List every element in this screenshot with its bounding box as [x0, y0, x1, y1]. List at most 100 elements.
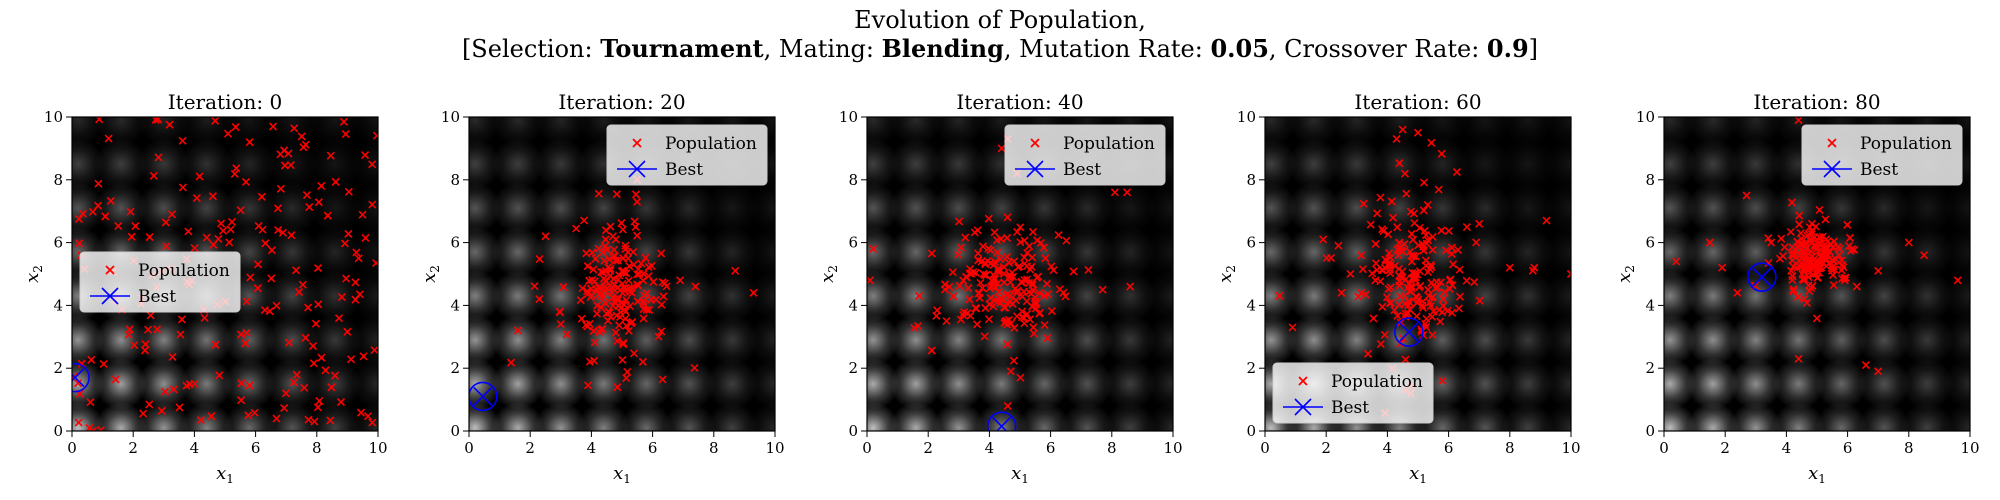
landscape-bump [1729, 138, 1782, 191]
population-point [1363, 349, 1373, 358]
population-point [869, 244, 878, 253]
landscape-bump [1502, 269, 1555, 322]
population-point [1829, 281, 1838, 290]
best-marker [72, 362, 90, 393]
landscape-bump [1061, 269, 1114, 322]
population-point [973, 226, 982, 235]
population-point [308, 341, 318, 351]
landscape-bump [137, 138, 190, 191]
population-point [1566, 269, 1571, 279]
landscape-bump [1944, 226, 1970, 279]
landscape-bump [1815, 313, 1868, 366]
population-point [986, 293, 995, 303]
population-point [618, 289, 627, 298]
population-point [160, 387, 170, 396]
x-tick-label: 4 [1383, 439, 1393, 457]
y-tick-label: 10 [441, 108, 460, 126]
population-point [691, 282, 700, 291]
population-point [1376, 277, 1385, 286]
population-point [146, 311, 155, 320]
population-point [1006, 278, 1015, 287]
x-axis-label: x1 [1409, 463, 1427, 486]
population-point [169, 385, 178, 394]
landscape-bump [706, 269, 759, 322]
population-point [1033, 236, 1042, 245]
population-point [977, 257, 986, 266]
landscape-bump [72, 138, 105, 191]
best-circle [986, 411, 1017, 431]
landscape-bump [1858, 357, 1911, 410]
population-point [1361, 290, 1370, 299]
landscape-bump [1330, 226, 1383, 279]
x-tick-label: 0 [862, 439, 872, 457]
population-point [657, 327, 666, 336]
best-cross [72, 368, 85, 388]
population-point [352, 248, 361, 257]
population-point [1388, 213, 1398, 222]
population-point [617, 218, 626, 228]
population-point [314, 198, 323, 207]
population-point [101, 212, 110, 221]
landscape-bump [491, 226, 544, 279]
mating-label: , Mating: [763, 35, 882, 63]
population-point [237, 379, 246, 388]
subplot-1: 0 2 4 6 8 10 0 2 4 6 8 10 Iteration: 20 x1 x2 Populatio… [419, 90, 785, 486]
population-point [615, 271, 624, 280]
population-point [1385, 265, 1394, 274]
population-point [267, 246, 277, 255]
population-point [1786, 227, 1795, 237]
landscape-bump [1686, 313, 1739, 366]
landscape-bump [1104, 401, 1157, 431]
landscape-bump [309, 226, 362, 279]
population-point [1395, 159, 1404, 168]
population-point [992, 236, 1002, 245]
landscape-bump [1459, 117, 1512, 147]
landscape-bump [889, 138, 942, 191]
landscape-bump [1416, 138, 1469, 191]
landscape-bump [491, 182, 544, 235]
population-point [111, 375, 120, 384]
population-point [305, 203, 314, 212]
legend-best-label: Best [1063, 160, 1101, 180]
population-point [559, 283, 568, 292]
legend-best-label: Best [1331, 398, 1369, 418]
landscape-bump [577, 357, 630, 410]
population-point [354, 254, 363, 263]
population-point [991, 283, 1000, 292]
population-point [965, 295, 974, 304]
population-point [1423, 236, 1432, 245]
landscape-bump [534, 401, 587, 431]
landscape-bump [1287, 269, 1340, 322]
population-point [176, 330, 185, 339]
landscape-bump [663, 182, 716, 235]
population-point [223, 129, 233, 138]
population-point [1003, 340, 1012, 349]
landscape-bump [1545, 117, 1571, 147]
x-tick-label: 10 [1163, 439, 1182, 457]
population-point [1020, 253, 1029, 262]
population-point [1384, 284, 1393, 294]
population-point [1447, 308, 1457, 317]
population-point [268, 122, 278, 131]
landscape-bump [534, 117, 587, 147]
subplot-0: 0 2 4 6 8 10 0 2 4 6 8 10 Iteration: 0 x1 x2 Population… [22, 90, 388, 486]
landscape-bump [469, 357, 502, 410]
best-marker [1747, 262, 1777, 292]
population-point [1366, 220, 1375, 229]
population-point [625, 301, 634, 311]
landscape-bump [309, 182, 362, 235]
population-point [368, 160, 377, 169]
landscape-bump [469, 182, 502, 235]
population-point [1794, 117, 1803, 125]
population-point [225, 238, 234, 247]
population-point [1398, 125, 1407, 134]
y-tick-label: 8 [1246, 171, 1256, 189]
population-point [1920, 251, 1929, 260]
population-point [867, 276, 875, 285]
y-axis-label: x2 [1614, 265, 1637, 283]
population-point [1874, 266, 1883, 275]
population-point [1827, 266, 1837, 275]
population-point [624, 284, 634, 293]
population-point [1098, 285, 1107, 294]
population-point [1837, 256, 1846, 265]
